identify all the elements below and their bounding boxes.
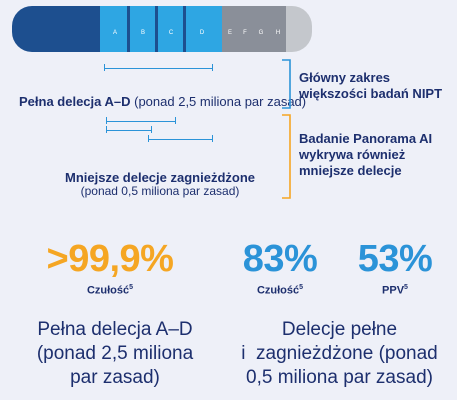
stat-footnote: 5: [404, 284, 408, 291]
nipt-range-label: Główny zakres większości badań NIPT: [299, 70, 442, 102]
nested-deletion-description: Delecje pełne i zagnieżdżone (ponad 0,5 …: [227, 318, 452, 390]
stat-footnote: 5: [299, 284, 304, 291]
stat-label-nested-sensitivity: Czułość5: [225, 284, 335, 297]
stat-value-full-sensitivity: >99,9%: [46, 238, 174, 280]
stat-label-text: Czułość: [256, 284, 300, 297]
full-deletion-description: Pełna delecja A–D (ponad 2,5 miliona par…: [15, 318, 215, 390]
range-tick: [212, 135, 213, 142]
description-line: Pełna delecja A–D: [37, 319, 193, 340]
chromosome-band-a: [100, 6, 127, 52]
band-label-e: E: [228, 30, 232, 36]
full-deletion-note: (ponad 2,5 miliona par zasad): [130, 94, 307, 109]
range-tick: [106, 117, 107, 124]
panorama-line-1: Badanie Panorama AI: [299, 131, 433, 146]
chromosome-end-cap: [286, 6, 312, 52]
panorama-label: Badanie Panorama AI wykrywa również mnie…: [299, 131, 432, 179]
band-label-b: B: [141, 30, 145, 36]
full-deletion-title: Pełna delecja A–D: [19, 94, 131, 109]
description-line: (ponad 2,5 miliona: [36, 343, 194, 364]
chromosome-band-f: [237, 6, 252, 52]
stat-label-text: Czułość: [86, 284, 130, 297]
full-deletion-label: Pełna delecja A–D (ponad 2,5 miliona par…: [19, 94, 306, 109]
range-tick: [151, 126, 152, 133]
chromosome-left-arm: [12, 6, 100, 52]
nipt-line-2: większości badań NIPT: [299, 86, 443, 101]
chromosome-diagram: A B C D E F G H: [12, 6, 312, 52]
range-tick: [106, 126, 107, 133]
nipt-line-1: Główny zakres: [299, 70, 391, 85]
panorama-line-2: wykrywa również: [299, 147, 406, 162]
stat-label-text: PPV: [382, 284, 405, 297]
range-tick: [212, 64, 213, 71]
stat-value-nested-sensitivity: 83%: [242, 238, 318, 280]
chromosome-centromere: [127, 6, 130, 52]
nested-deletions-note: (ponad 0,5 miliona par zasad): [80, 184, 240, 198]
description-line: 0,5 miliona par zasad): [246, 367, 433, 388]
nested-deletion-line-1: [106, 121, 176, 122]
band-label-c: C: [169, 30, 174, 36]
range-tick: [104, 64, 105, 71]
band-label-g: G: [259, 30, 264, 36]
band-label-h: H: [276, 30, 280, 36]
nipt-bracket: [282, 59, 291, 109]
nested-deletion-line-3: [148, 139, 213, 140]
panorama-line-3: mniejsze delecje: [299, 163, 402, 178]
stat-label-ppv: PPV5: [340, 284, 450, 297]
nested-deletion-line-2: [106, 130, 152, 131]
chromosome-band-b: [130, 6, 155, 52]
chromosome-band-h: [270, 6, 286, 52]
band-label-d: D: [200, 30, 205, 36]
description-line: Delecje pełne: [281, 319, 398, 340]
chromosome-band-separator: [183, 6, 186, 52]
bracket-lines: [282, 59, 291, 199]
chromosome-band-separator: [155, 6, 158, 52]
description-line: i zagnieżdżone (ponad: [241, 343, 438, 364]
chromosome-band-d: [186, 6, 222, 52]
chromosome-band-g: [252, 6, 270, 52]
band-label-f: F: [243, 30, 247, 36]
panorama-bracket: [282, 114, 291, 199]
stat-footnote: 5: [129, 284, 134, 291]
stat-value-ppv: 53%: [357, 238, 433, 280]
range-tick: [148, 135, 149, 142]
nested-deletions-title: Mniejsze delecje zagnieżdżone: [65, 170, 255, 185]
band-label-a: A: [113, 30, 117, 36]
chromosome-band-e: [222, 6, 237, 52]
chromosome-band-c: [158, 6, 183, 52]
stat-label-full-sensitivity: Czułość5: [20, 284, 200, 297]
description-line: par zasad): [70, 367, 160, 388]
full-deletion-range-line: [104, 68, 213, 69]
range-tick: [175, 117, 176, 124]
